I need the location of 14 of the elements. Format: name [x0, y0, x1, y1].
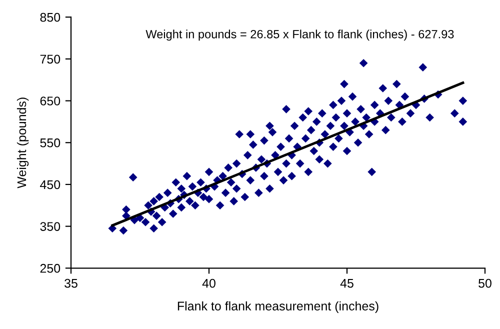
annotation: Weight in pounds = 26.85 x Flank to flank (inches) - 627.93 — [146, 30, 454, 41]
y-tick-label: 350 — [40, 222, 60, 231]
y-tick-label: 650 — [40, 96, 60, 106]
y-tick-label: 250 — [40, 264, 60, 273]
y-tick-label: 450 — [40, 180, 60, 190]
y-tick-label: 750 — [40, 54, 60, 64]
x-axis-title: Flank to flank measurement (inches) — [178, 301, 378, 313]
y-axis-title: Weight (pounds) — [16, 98, 29, 188]
x-tick-label: 35 — [64, 278, 78, 288]
x-tick-label: 45 — [340, 279, 354, 288]
x-tick-label: 40 — [202, 278, 216, 288]
y-tick-label: 550 — [40, 138, 60, 148]
y-tick-label: 850 — [40, 12, 60, 22]
x-tick-label: 50 — [478, 278, 492, 288]
